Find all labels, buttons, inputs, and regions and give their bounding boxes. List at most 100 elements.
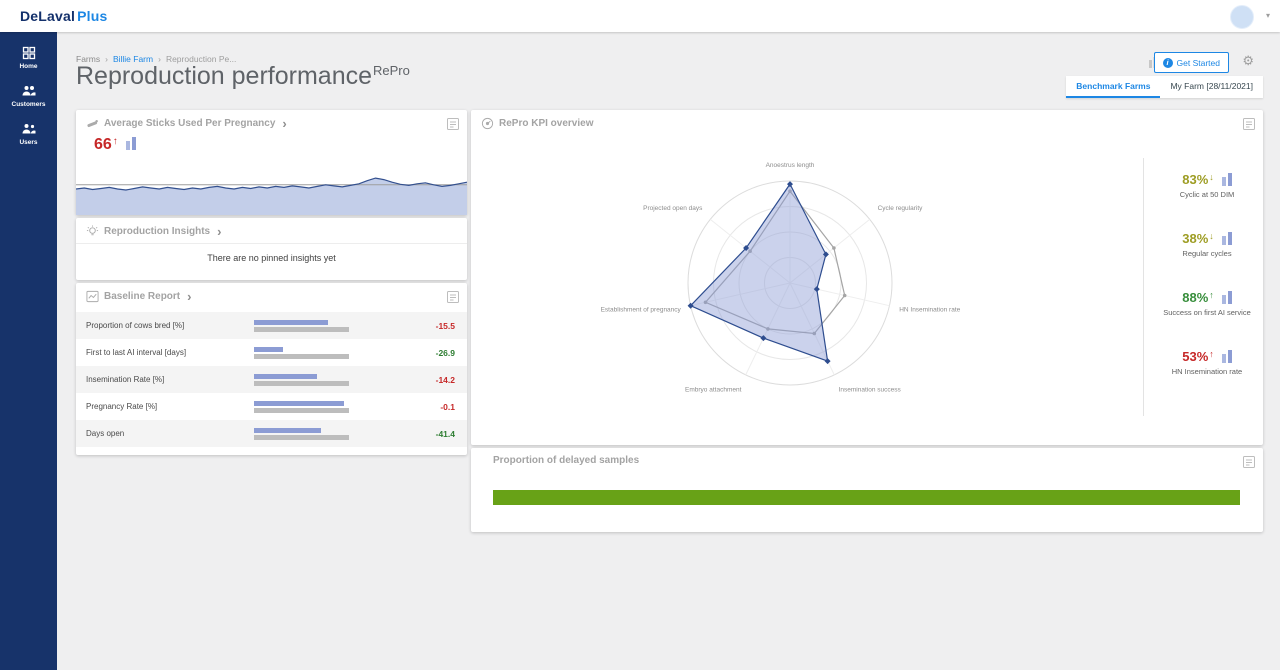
gear-icon[interactable]: ⚙ (1242, 53, 1254, 68)
breadcrumb: Farms › Billie Farm › Reproduction Pe... (76, 54, 236, 64)
users-icon (0, 121, 57, 137)
card-delayed-samples: Proportion of delayed samples (471, 448, 1263, 532)
mini-bar (1221, 354, 1226, 363)
chevron-right-icon[interactable]: › (217, 223, 222, 239)
mini-bar (1221, 177, 1226, 186)
card-header: Baseline Report › (76, 283, 467, 308)
kpi-item: 88% ↑ Success on first AI service (1153, 290, 1261, 317)
card-title: RePro KPI overview (499, 118, 594, 129)
row-value: -0.1 (440, 401, 455, 412)
trend-up-icon: ↑ (112, 136, 118, 147)
mini-bar (1227, 350, 1232, 363)
breadcrumb-item: Reproduction Pe... (165, 54, 237, 64)
gauge-icon (481, 117, 494, 130)
farm-bar (254, 373, 317, 379)
benchmark-bar (254, 407, 349, 413)
benchmark-bar (254, 326, 349, 332)
row-label: Proportion of cows bred [%] (86, 321, 185, 330)
mini-bar (1221, 236, 1226, 245)
page-title-superscript: RePro (373, 62, 410, 78)
benchmark-bar (254, 380, 349, 386)
table-row: Proportion of cows bred [%] -15.5 (76, 312, 467, 339)
mini-bars-icon (1221, 231, 1232, 245)
svg-text:HN Insemination rate: HN Insemination rate (899, 306, 960, 313)
row-label: Insemination Rate [%] (86, 375, 165, 384)
insight-bulb-icon (86, 225, 99, 238)
get-started-label: Get Started (1176, 57, 1220, 68)
chevron-right-icon: › (158, 54, 161, 64)
table-row: Days open -41.4 (76, 420, 467, 447)
mini-bar (1221, 295, 1226, 304)
benchmark-bar (254, 353, 349, 359)
empty-insights-message: There are no pinned insights yet (207, 253, 336, 263)
card-title[interactable]: Average Sticks Used Per Pregnancy (104, 118, 276, 129)
row-bars (254, 373, 349, 386)
baseline-table: Proportion of cows bred [%] -15.5 First to… (76, 312, 467, 447)
kpi-label: Regular cycles (1182, 249, 1232, 258)
table-row: Pregnancy Rate [%] -0.1 (76, 393, 467, 420)
card-title[interactable]: Baseline Report (104, 291, 181, 302)
card-menu-icon[interactable] (447, 117, 459, 130)
kpi-label: Cyclic at 50 DIM (1179, 190, 1235, 199)
kpi-item: 83% ↓ Cyclic at 50 DIM (1153, 172, 1261, 199)
benchmark-bar (254, 434, 349, 440)
get-started-button[interactable]: i Get Started (1153, 52, 1229, 73)
card-menu-icon[interactable] (447, 290, 459, 303)
row-value: -26.9 (435, 347, 455, 358)
card-menu-icon[interactable] (1243, 117, 1255, 130)
sidebar-item-users[interactable]: Users (0, 114, 57, 152)
card-header: RePro KPI overview (471, 110, 1263, 135)
svg-text:Insemination success: Insemination success (839, 387, 902, 394)
topbar: DeLaval Plus ▾ (0, 0, 1280, 32)
row-label: First to last AI interval [days] (86, 348, 187, 357)
card-header: Reproduction Insights › (76, 218, 467, 244)
kpi-label: HN Insemination rate (1171, 367, 1243, 376)
kpi-list: 83% ↓ Cyclic at 50 DIM 38% ↓ Regular cycles 88… (1153, 172, 1261, 408)
sticks-icon (86, 117, 99, 130)
mini-bar (1227, 173, 1232, 186)
sidebar-item-home[interactable]: Home (0, 38, 57, 76)
sidebar-item-customers[interactable]: Customers (0, 76, 57, 114)
card-menu-icon[interactable] (1243, 455, 1255, 468)
mini-bars-icon (1221, 290, 1232, 304)
divider (1143, 158, 1144, 416)
delayed-samples-bar (493, 490, 1240, 505)
card-title[interactable]: Reproduction Insights (104, 226, 211, 237)
sidebar-item-label: Users (19, 139, 38, 146)
avatar[interactable] (1230, 5, 1254, 29)
sticks-value: 66 (94, 136, 112, 153)
tab-benchmark-farms[interactable]: Benchmark Farms (1066, 76, 1161, 98)
table-row: First to last AI interval [days] -26.9 (76, 339, 467, 366)
chevron-right-icon[interactable]: › (282, 115, 287, 131)
sticks-value-row: 66 ↑ (94, 136, 136, 154)
card-title: Proportion of delayed samples (493, 455, 640, 466)
page-title-text: Reproduction performance (76, 62, 372, 90)
farm-bar (254, 400, 345, 406)
breadcrumb-item[interactable]: Billie Farm (112, 54, 154, 64)
chevron-right-icon: › (105, 54, 108, 64)
row-bars (254, 319, 349, 332)
row-label: Pregnancy Rate [%] (86, 402, 158, 411)
mini-bar (1227, 232, 1232, 245)
info-icon: i (1162, 57, 1173, 68)
sidebar-item-label: Customers (11, 101, 46, 108)
svg-text:Establishment of pregnancy: Establishment of pregnancy (601, 306, 682, 313)
farm-bar (254, 427, 321, 433)
farm-bar (254, 319, 329, 325)
breadcrumb-item[interactable]: Farms (76, 54, 101, 64)
kpi-value-row: 88% ↑ (1153, 290, 1261, 306)
kpi-label: Success on first AI service (1163, 308, 1251, 317)
card-header: Proportion of delayed samples (471, 448, 1263, 471)
kpi-value: 38% (1182, 231, 1209, 246)
tab-my-farm-28-11-2021[interactable]: My Farm [28/11/2021] (1170, 81, 1253, 91)
trend-down-icon: ↓ (1209, 231, 1214, 241)
table-row: Insemination Rate [%] -14.2 (76, 366, 467, 393)
customers-icon (0, 83, 57, 99)
chevron-down-icon[interactable]: ▾ (1265, 11, 1270, 20)
chevron-right-icon[interactable]: › (187, 288, 192, 304)
kpi-value: 53% (1182, 349, 1209, 364)
svg-text:Anoestrus length: Anoestrus length (766, 162, 815, 169)
kpi-item: 38% ↓ Regular cycles (1153, 231, 1261, 258)
view-tabs: Benchmark Farms My Farm [28/11/2021] (1066, 76, 1263, 98)
app-logo[interactable]: DeLaval Plus (20, 8, 107, 24)
